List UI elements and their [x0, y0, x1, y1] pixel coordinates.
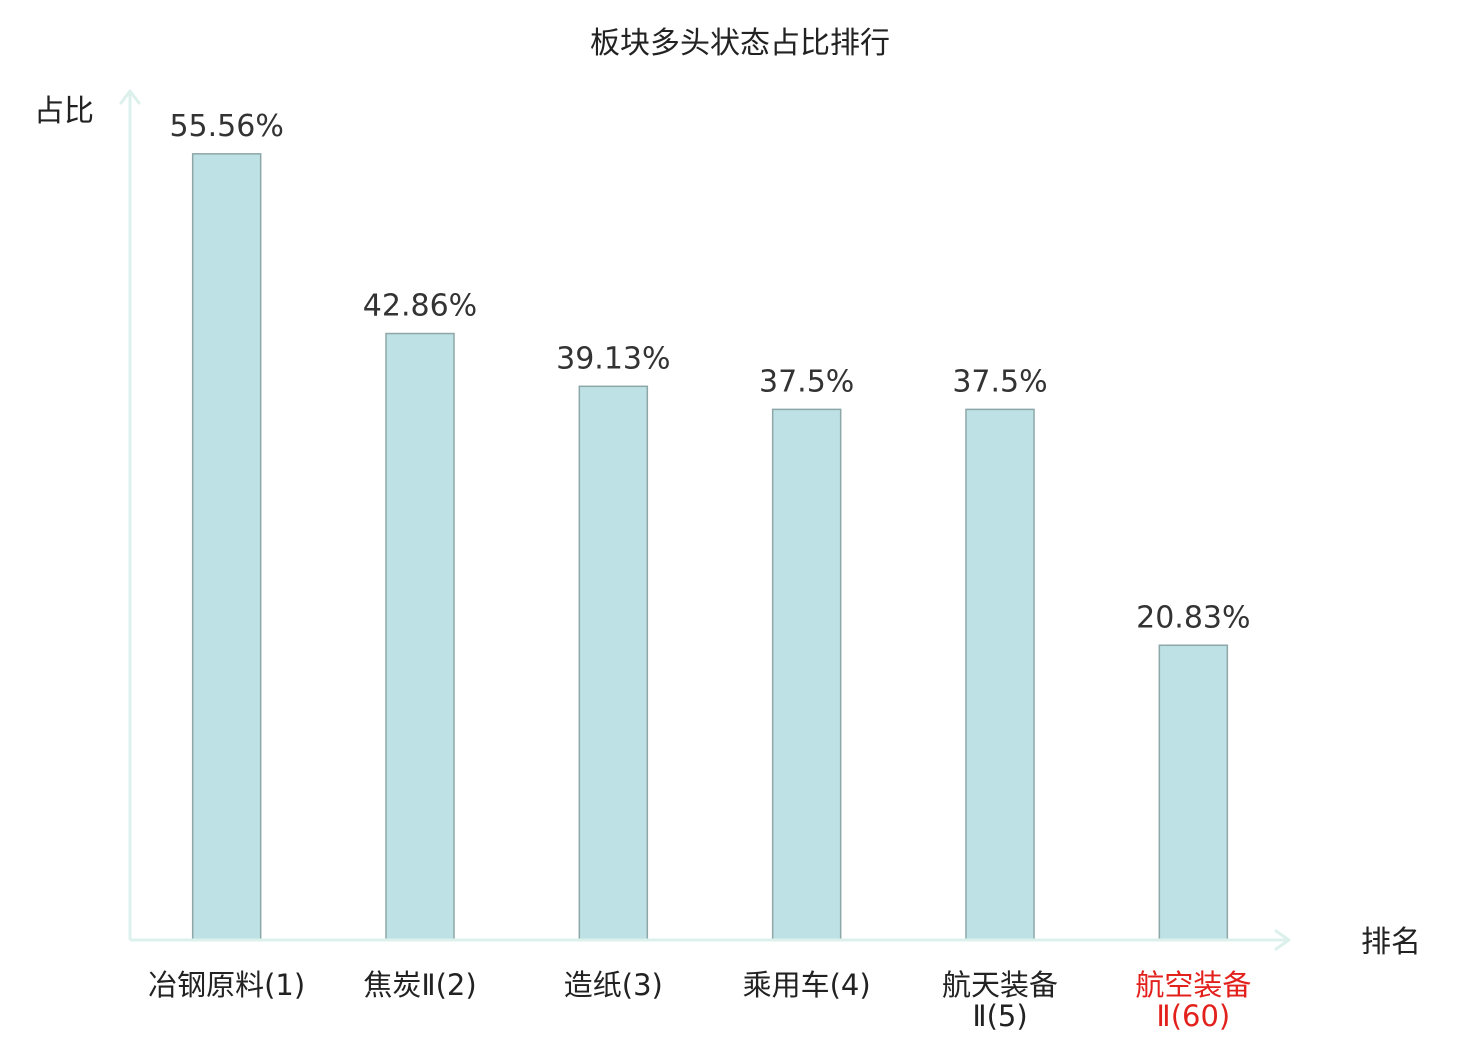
bar-3	[578, 385, 649, 941]
data-label-3: 39.13%	[556, 341, 670, 376]
x-tick-label-5: 航天装备 Ⅱ(5)	[942, 968, 1058, 1033]
x-tick-label-6: 航空装备 Ⅱ(60)	[1135, 968, 1251, 1033]
x-axis-arrow	[1274, 929, 1291, 951]
data-label-1: 55.56%	[169, 109, 283, 144]
data-label-6: 20.83%	[1136, 600, 1250, 635]
chart-title: 板块多头状态占比排行	[590, 26, 890, 61]
data-label-4: 37.5%	[759, 364, 854, 399]
bar-1	[191, 153, 262, 941]
bar-5	[965, 408, 1035, 941]
x-tick-label-3: 造纸(3)	[564, 968, 663, 1002]
axes	[119, 89, 1291, 951]
data-label-2: 42.86%	[363, 289, 477, 324]
y-axis-label: 占比	[34, 94, 94, 129]
x-axis-label: 排名	[1361, 925, 1421, 960]
x-tick-label-4: 乘用车(4)	[743, 968, 871, 1002]
bars	[191, 153, 1229, 941]
bar-4	[771, 408, 842, 941]
data-label-5: 37.5%	[952, 364, 1047, 399]
bar-6	[1158, 644, 1229, 941]
value-labels: 55.56% 42.86% 39.13% 37.5% 37.5% 20.83%	[169, 109, 1250, 635]
x-tick-label-2: 焦炭Ⅱ(2)	[363, 968, 476, 1002]
bar-2	[385, 332, 455, 941]
y-axis-arrow	[119, 89, 141, 105]
x-tick-labels: 冶钢原料(1) 焦炭Ⅱ(2) 造纸(3) 乘用车(4) 航天装备 Ⅱ(5) 航空装备 Ⅱ(60…	[148, 968, 1251, 1033]
x-tick-label-1: 冶钢原料(1)	[148, 968, 305, 1002]
